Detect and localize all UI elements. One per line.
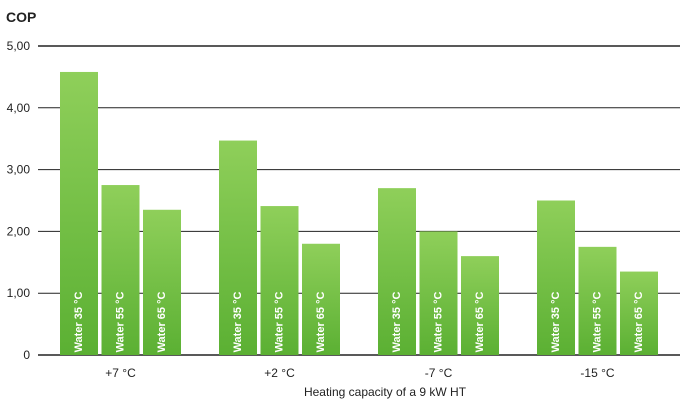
y-tick-label: 5,00 xyxy=(7,39,31,53)
bar-series-label: Water 35 °C xyxy=(232,292,244,353)
y-tick-label: 2,00 xyxy=(7,224,31,238)
bar xyxy=(620,271,658,355)
bar-series-label: Water 65 °C xyxy=(156,292,168,353)
bar xyxy=(378,188,416,355)
y-tick-labels: 0 1,00 2,00 3,00 4,00 5,00 xyxy=(7,39,31,362)
y-tick-label: 3,00 xyxy=(7,163,31,177)
bar-series-label: Water 55 °C xyxy=(115,292,127,353)
y-tick-label: 0 xyxy=(23,348,30,362)
bar xyxy=(101,185,140,355)
x-axis-label: Heating capacity of a 9 kW HT xyxy=(304,385,467,399)
bar xyxy=(219,140,257,355)
bar-series-label: Water 65 °C xyxy=(474,292,486,353)
y-tick-label: 1,00 xyxy=(7,286,31,300)
bar-series-label: Water 35 °C xyxy=(73,292,85,353)
bar-series-label: Water 55 °C xyxy=(592,292,604,353)
bar xyxy=(461,256,499,355)
bars: Water 35 °C Water 55 °C Water 65 °C Water 3… xyxy=(60,71,658,356)
bar xyxy=(260,206,299,355)
bar-series-label: Water 35 °C xyxy=(550,292,562,353)
y-axis-label: COP xyxy=(6,9,36,25)
bar xyxy=(143,209,181,355)
bar xyxy=(419,231,458,355)
bar-series-label: Water 35 °C xyxy=(391,292,403,353)
bar-series-label: Water 55 °C xyxy=(274,292,286,353)
bar-series-label: Water 55 °C xyxy=(433,292,445,353)
bar xyxy=(578,246,617,355)
bar xyxy=(537,200,575,355)
category-label: +7 °C xyxy=(105,366,136,380)
bar-series-label: Water 65 °C xyxy=(315,292,327,353)
bar-series-label: Water 65 °C xyxy=(633,292,645,353)
bar xyxy=(302,243,340,355)
category-labels: +7 °C +2 °C -7 °C -15 °C xyxy=(105,366,615,380)
category-label: -15 °C xyxy=(580,366,614,380)
category-label: +2 °C xyxy=(264,366,295,380)
y-tick-label: 4,00 xyxy=(7,101,31,115)
category-label: -7 °C xyxy=(425,366,453,380)
bar xyxy=(60,71,98,356)
